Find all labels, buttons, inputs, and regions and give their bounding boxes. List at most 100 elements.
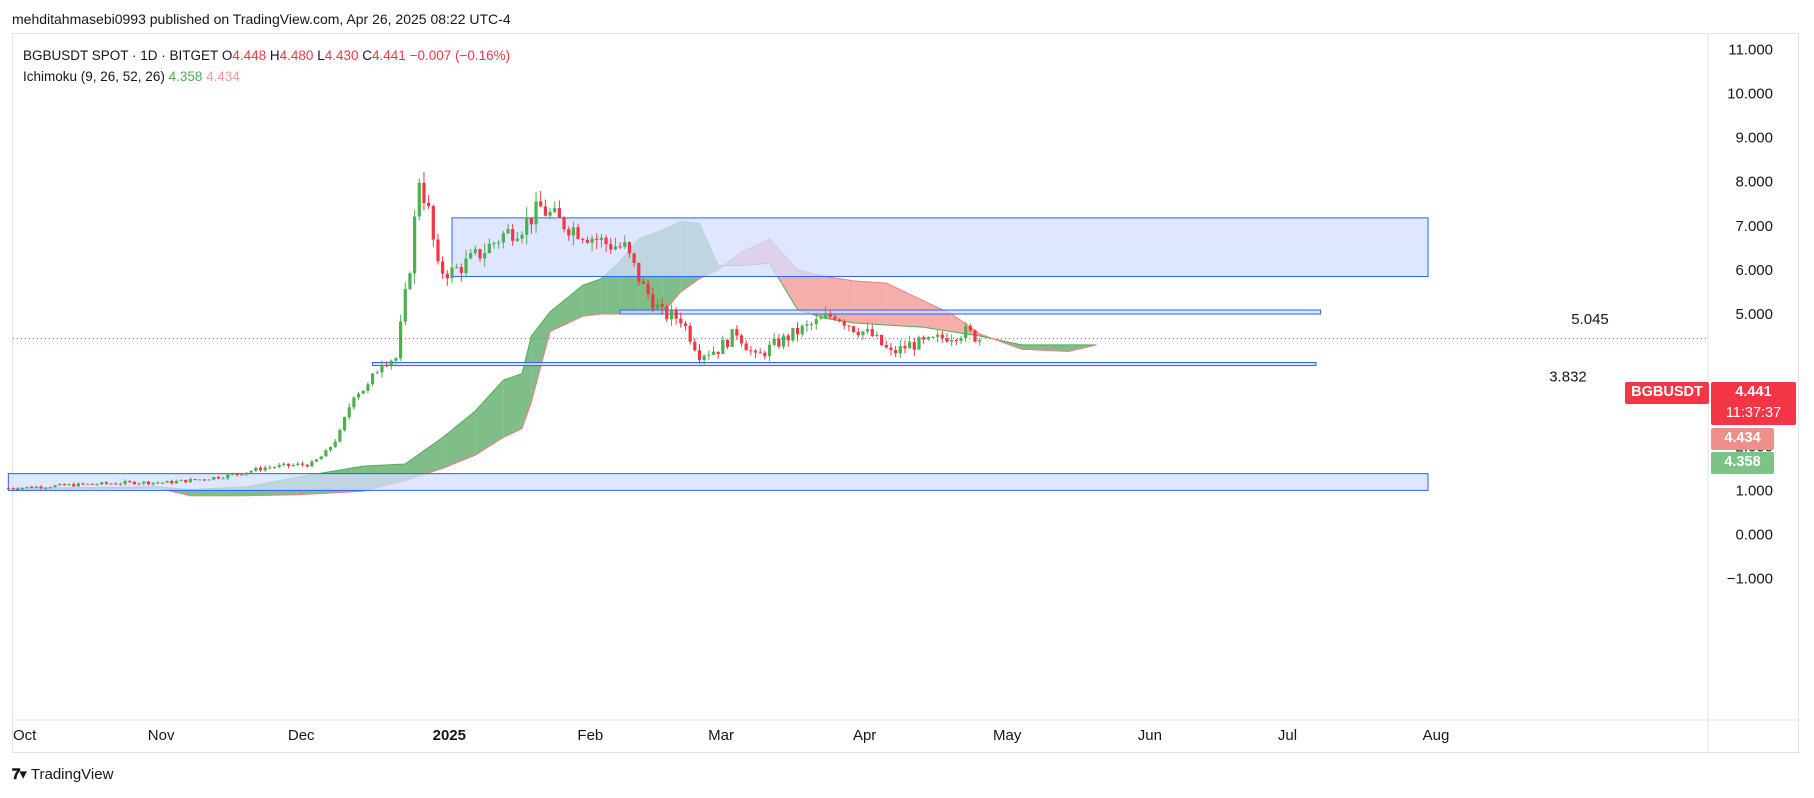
candle-body [244, 472, 249, 475]
candle-body [744, 343, 748, 351]
candle-body [828, 314, 832, 317]
candle-body [104, 482, 108, 484]
candle-body [417, 182, 421, 217]
candle-body [553, 208, 557, 212]
candle-body [44, 487, 48, 489]
candle-body [72, 484, 76, 487]
candle-body [240, 474, 244, 476]
legend-indicator-name[interactable]: Ichimoku (9, 26, 52, 26) [23, 69, 165, 84]
candle-body [968, 325, 972, 331]
candle-body [342, 417, 347, 431]
candle-body [884, 345, 888, 348]
x-tick-label: Jun [1138, 727, 1162, 744]
candle-body [791, 327, 795, 341]
ichimoku-cloud-segment [475, 380, 504, 456]
candle-body [67, 484, 71, 486]
candle-body [478, 249, 482, 259]
footer-brand[interactable]: 𝟕▾ TradingView [12, 765, 114, 784]
candle-body [772, 338, 776, 345]
ichimoku-cloud-segment [405, 437, 443, 481]
y-tick-label: −1.000 [1727, 571, 1773, 588]
candle-body [590, 238, 594, 243]
candle-body [651, 294, 655, 309]
candle-body [627, 242, 632, 254]
y-tick-label: 7.000 [1735, 218, 1773, 235]
candle-body [665, 306, 669, 320]
legend-indicator-row: Ichimoku (9, 26, 52, 26) 4.358 4.434 [23, 66, 510, 87]
candle-body [324, 450, 328, 457]
candle-body [618, 246, 622, 248]
footer-brand-label: TradingView [30, 765, 114, 783]
candle-body [674, 310, 678, 319]
price-tag-value: 4.441 [1735, 384, 1772, 400]
candle-body [403, 288, 407, 322]
candle-body [352, 397, 356, 408]
candle-body [132, 481, 137, 485]
candle-body [53, 485, 57, 488]
candle-body [282, 463, 286, 465]
candle-body [86, 483, 90, 485]
candle-body [48, 487, 52, 489]
candle-body [314, 459, 319, 462]
candle-body [758, 352, 762, 354]
candle-body [520, 234, 524, 239]
candle-body [375, 372, 379, 374]
legend-indicator-value-2: 4.434 [206, 69, 240, 84]
ichimoku-cloud-segment [797, 269, 826, 319]
candle-body [413, 216, 417, 274]
candle-body [459, 267, 463, 273]
candle-body [819, 317, 823, 320]
x-tick-label: 2025 [433, 727, 466, 744]
y-tick-label: 9.000 [1735, 130, 1773, 147]
candle-body [487, 243, 491, 254]
candle-body [445, 273, 449, 279]
candle-body [585, 239, 590, 243]
candle-body [422, 182, 426, 204]
candle-body [641, 281, 646, 284]
tradingview-logo-icon: 𝟕▾ [12, 766, 27, 783]
candle-body [380, 364, 384, 373]
level-label: 5.045 [1571, 311, 1609, 328]
candle-body [781, 335, 786, 347]
y-tick-label: 6.000 [1735, 262, 1773, 279]
candle-body [286, 463, 291, 466]
candle-body [174, 480, 179, 484]
candle-body [852, 326, 856, 332]
candle-body [908, 342, 912, 349]
candle-body [427, 203, 431, 207]
candle-body [548, 211, 552, 216]
candle-body [230, 474, 235, 476]
candle-body [875, 334, 879, 337]
candle-body [310, 461, 314, 467]
candle-body [730, 329, 734, 348]
candle-body [473, 249, 477, 253]
candle-body [567, 229, 571, 236]
y-tick-label: 1.000 [1735, 482, 1773, 499]
candle-body [188, 479, 193, 483]
candle-body [837, 319, 842, 322]
candle-body [464, 258, 468, 273]
legend-symbol[interactable]: BGBUSDT SPOT · 1D · BITGET [23, 48, 219, 63]
candle-body [497, 242, 501, 244]
candle-body [501, 233, 505, 243]
candle-body [347, 407, 351, 418]
candle-body [539, 201, 543, 207]
legend-low: 4.430 [324, 48, 359, 63]
candle-body [529, 217, 533, 225]
ichimoku-cloud-segment [582, 278, 602, 317]
candle-body [170, 481, 174, 484]
candle-body [557, 208, 561, 218]
candle-body [58, 483, 62, 486]
candle-body [889, 347, 893, 351]
candle-body [786, 335, 790, 341]
candle-body [385, 364, 389, 366]
candle-body [833, 316, 837, 320]
candle-body [81, 483, 85, 485]
candle-body [123, 481, 127, 484]
candle-body [389, 360, 393, 366]
candle-body [356, 393, 361, 398]
candle-body [604, 237, 608, 245]
candle-body [151, 482, 155, 485]
candle-body [716, 351, 720, 355]
